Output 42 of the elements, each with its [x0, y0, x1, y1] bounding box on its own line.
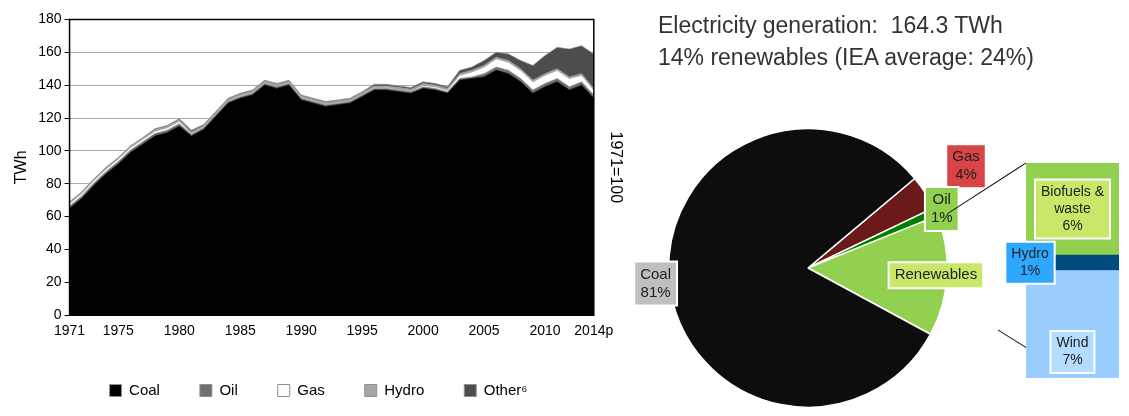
y-tick-label: 80 — [45, 174, 62, 191]
data-label: 1% — [1019, 262, 1041, 279]
legend-label: Hydro — [384, 380, 425, 398]
data-label: 7% — [1062, 351, 1083, 368]
legend-label: Coal — [129, 380, 160, 398]
chart-title: Electricity generation: 164.3 TWh — [658, 12, 1003, 39]
x-tick-label: 2014p — [574, 322, 614, 339]
legend-label: Gas — [297, 380, 325, 398]
y-tick-label: 140 — [38, 75, 62, 92]
legend-label: Oil — [219, 380, 238, 398]
data-label: 6% — [1062, 216, 1083, 233]
series-label: Biofuels & waste — [1040, 182, 1105, 216]
x-tick-label: 1990 — [285, 322, 317, 339]
y-tick-label: 20 — [45, 273, 62, 290]
series-label: Wind — [1056, 334, 1089, 351]
y2-axis-title: 1971=100 — [607, 131, 625, 204]
y-tick-label: 160 — [38, 43, 62, 60]
x-tick-label: 1985 — [224, 322, 257, 339]
slice-label: Renewables — [894, 265, 978, 283]
data-label: 81% — [640, 282, 671, 300]
x-tick-label: 2000 — [407, 322, 439, 339]
x-tick-label: 1971 — [53, 322, 86, 339]
y-tick-label: 180 — [38, 10, 62, 27]
y-tick-label: 0 — [53, 306, 62, 323]
y-tick-label: 100 — [38, 141, 62, 158]
data-label: 4% — [955, 165, 977, 183]
y-axis-title: TWh — [12, 150, 30, 185]
slice-label: Oil — [932, 190, 951, 208]
data-label: 1% — [930, 208, 953, 226]
x-tick-label: 1975 — [102, 322, 135, 339]
slice-label: Gas — [952, 147, 980, 165]
slice-label: Coal — [640, 264, 672, 282]
x-tick-label: 1995 — [346, 322, 378, 339]
y-tick-label: 60 — [45, 207, 62, 224]
x-tick-label: 2010 — [529, 322, 561, 339]
y-tick-label: 40 — [45, 240, 62, 257]
x-tick-label: 1980 — [163, 322, 196, 339]
chart-subtitle: 14% renewables (IEA average: 24%) — [658, 44, 1034, 71]
x-tick-label: 2005 — [468, 322, 500, 339]
series-label: Hydro — [1011, 245, 1049, 262]
legend-label: Other⁶ — [483, 380, 528, 398]
y-tick-label: 120 — [38, 108, 62, 125]
